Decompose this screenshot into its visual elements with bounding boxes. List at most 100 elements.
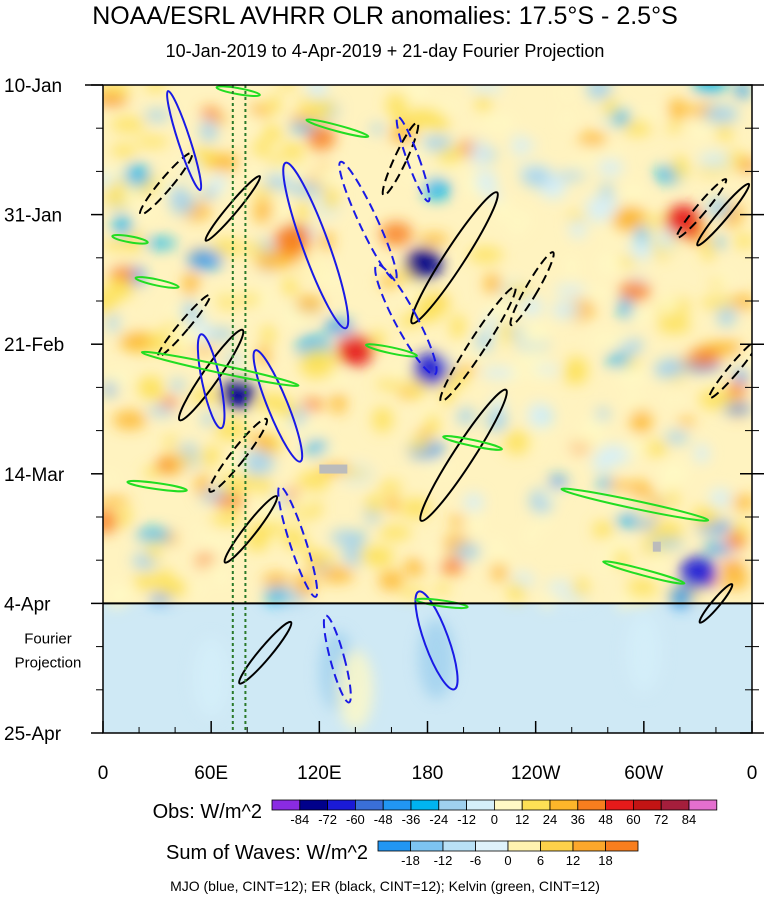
anomaly-patch <box>667 98 689 120</box>
anomaly-patch <box>656 228 676 251</box>
y-tick-label: 14-Mar <box>4 465 65 486</box>
anomaly-patch <box>735 350 752 368</box>
projection-label: Fourier <box>24 631 72 648</box>
anomaly-patch <box>481 367 515 379</box>
anomaly-patch <box>175 453 198 463</box>
anomaly-patch <box>330 393 347 414</box>
anomaly-patch <box>575 429 603 441</box>
anomaly-patch <box>527 402 553 429</box>
obs-colorbar-swatch <box>577 799 606 811</box>
anomaly-patch <box>247 104 272 116</box>
anomaly-patch <box>366 493 384 515</box>
obs-colorbar-tick-label: 60 <box>626 812 640 827</box>
waves-colorbar-tick-label: -18 <box>401 853 420 868</box>
anomaly-patch <box>155 579 189 597</box>
anomaly-patch <box>706 197 731 218</box>
obs-colorbar-swatch <box>410 799 440 811</box>
anomaly-patch <box>378 480 403 493</box>
anomaly-patch <box>375 379 409 390</box>
waves-colorbar-label: Sum of Waves: W/m^2 <box>166 842 368 864</box>
kelvin-contour <box>442 435 503 451</box>
mjo-contour <box>395 115 431 203</box>
anomaly-patch <box>103 496 130 506</box>
anomaly-patch <box>190 581 205 597</box>
er-contour <box>410 191 499 325</box>
waves-colorbar-swatch <box>410 840 444 852</box>
anomaly-patch <box>267 95 281 114</box>
anomaly-patch <box>220 472 249 496</box>
anomaly-patch <box>511 134 527 157</box>
anomaly-patch <box>324 318 354 335</box>
anomaly-patch <box>390 364 408 380</box>
anomaly-patch <box>402 85 430 101</box>
anomaly-patch <box>182 271 200 297</box>
obs-colorbar-swatch <box>633 799 662 811</box>
er-contour <box>696 182 751 247</box>
mjo-contour <box>338 160 398 281</box>
x-tick-label: 0 <box>747 763 758 784</box>
obs-colorbar-tick-label: 36 <box>571 812 585 827</box>
anomaly-patch <box>693 444 710 463</box>
anomaly-patch <box>612 211 639 233</box>
mjo-contour <box>196 333 226 430</box>
anomaly-patch <box>633 110 667 121</box>
anomaly-patch <box>717 270 732 287</box>
anomaly-patch <box>185 158 199 179</box>
projection-patch <box>337 649 374 730</box>
er-contour <box>204 175 262 242</box>
anomaly-patch <box>702 237 715 262</box>
anomaly-patch <box>586 85 612 100</box>
anomaly-patch <box>546 581 575 593</box>
anomaly-patch <box>243 242 267 255</box>
y-tick-label: 25-Apr <box>4 724 62 745</box>
anomaly-patch <box>163 436 179 447</box>
waves-colorbar-swatch <box>442 840 476 852</box>
anomaly-patch <box>240 293 262 306</box>
anomaly-patch <box>200 119 218 143</box>
anomaly-patch <box>292 426 326 437</box>
kelvin-contour <box>365 343 418 358</box>
anomaly-patch <box>294 201 313 221</box>
anomaly-patch <box>630 408 653 435</box>
anomaly-patch <box>200 446 222 466</box>
anomaly-patch <box>386 92 409 119</box>
anomaly-patch <box>553 284 587 296</box>
anomaly-patch <box>298 355 327 368</box>
anomaly-patch <box>592 452 613 473</box>
kelvin-contour <box>305 118 370 138</box>
obs-colorbar-tick-label: 24 <box>543 812 557 827</box>
chart-subtitle: 10-Jan-2019 to 4-Apr-2019 + 21-day Fouri… <box>165 41 605 61</box>
anomaly-patch <box>315 165 343 189</box>
obs-colorbar-swatch <box>660 799 690 811</box>
anomaly-patch <box>564 254 578 279</box>
anomaly-patch <box>104 369 134 388</box>
anomaly-patch <box>282 277 298 296</box>
anomaly-patch <box>521 167 551 187</box>
anomaly-patch <box>618 280 651 303</box>
anomaly-patch <box>729 294 752 310</box>
anomaly-patch <box>398 389 414 398</box>
anomaly-patch <box>525 526 538 545</box>
anomaly-patch <box>221 510 242 526</box>
anomaly-patch <box>650 550 664 575</box>
chart-title: NOAA/ESRL AVHRR OLR anomalies: 17.5°S - … <box>92 2 678 30</box>
anomaly-patch <box>692 505 720 528</box>
anomaly-patch <box>103 473 120 484</box>
anomaly-patch <box>645 216 662 230</box>
projection-patch <box>193 637 230 718</box>
anomaly-patch <box>698 152 731 169</box>
anomaly-patch <box>549 475 567 489</box>
anomaly-patch <box>558 88 576 99</box>
anomaly-patch <box>306 125 336 151</box>
anomaly-patch <box>449 515 466 527</box>
er-contour <box>698 583 734 624</box>
obs-colorbar-swatch <box>327 799 356 811</box>
anomaly-patch <box>401 171 437 182</box>
anomaly-patch <box>571 578 589 601</box>
anomaly-patch <box>488 537 504 555</box>
anomaly-patch <box>261 325 276 344</box>
anomaly-patch <box>453 543 481 560</box>
obs-colorbar-tick-label: 0 <box>491 812 498 827</box>
anomaly-patch <box>298 470 330 492</box>
anomaly-patch <box>300 399 325 410</box>
